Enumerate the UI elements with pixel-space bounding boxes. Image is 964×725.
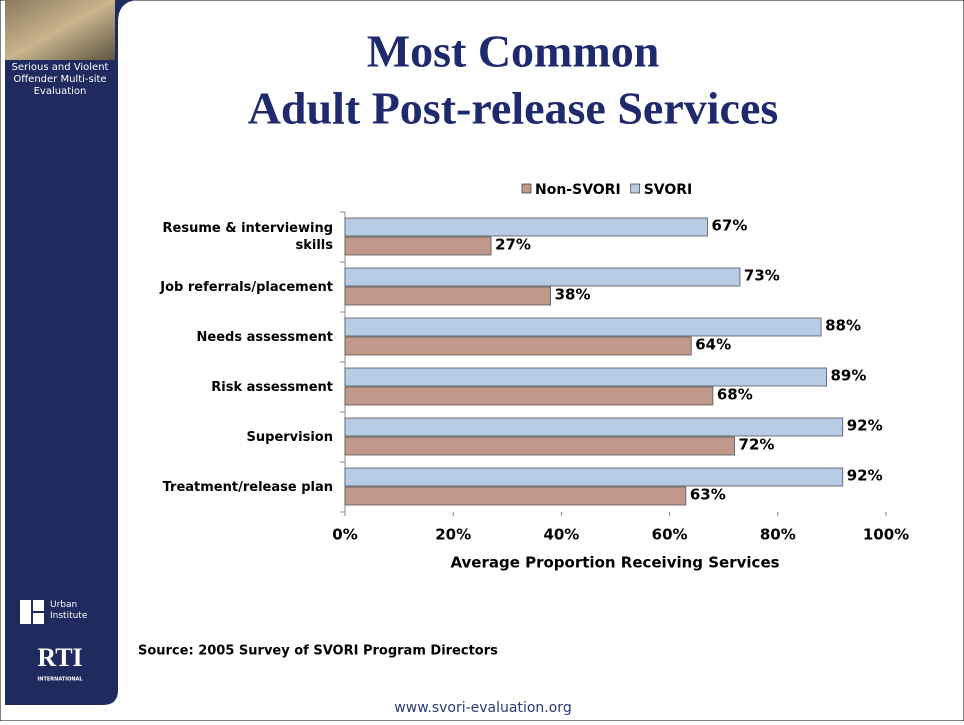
rti-logo: RTI	[37, 643, 82, 672]
bar	[344, 467, 844, 487]
x-tick-label: 80%	[760, 526, 796, 544]
category-label-box: Needs assessment	[196, 329, 333, 345]
category-label: Treatment/release plan	[162, 479, 333, 495]
source: Source: 2005 Survey of SVORI Program Dir…	[138, 644, 498, 659]
bar	[344, 217, 708, 237]
x-axis-label: Average Proportion Receiving Services	[450, 554, 779, 572]
value-label: 63%	[690, 486, 726, 504]
x-tick-label: 20%	[435, 526, 471, 544]
legend-swatch	[630, 183, 641, 194]
bar	[344, 436, 735, 456]
category-label-box: Treatment/release plan	[162, 479, 333, 495]
category-label-box: Job referrals/placement	[160, 279, 333, 295]
category-label-box: Risk assessment	[211, 379, 333, 395]
value-label: 92%	[847, 467, 883, 485]
value-label: 92%	[847, 417, 883, 435]
value-label: 89%	[830, 367, 866, 385]
bar	[344, 317, 822, 337]
value-label: 72%	[739, 436, 775, 454]
value-label: 67%	[711, 217, 747, 235]
title-line: Most Common	[367, 26, 660, 77]
urban-logo	[20, 600, 44, 624]
bar	[344, 267, 741, 287]
category-label: Supervision	[246, 429, 333, 445]
category-label: Job referrals/placement	[160, 279, 333, 295]
urban-text: Urban Institute	[50, 600, 88, 621]
project-box: Serious and Violent Offender Multi-site …	[11, 62, 109, 97]
x-tick-label: 100%	[863, 526, 909, 544]
category-label: Risk assessment	[211, 379, 333, 395]
value-label: 73%	[744, 267, 780, 285]
title-line: Adult Post-release Services	[248, 83, 779, 134]
bar	[344, 417, 844, 437]
value-label: 27%	[495, 236, 531, 254]
legend-label: SVORI	[644, 182, 693, 198]
category-label: Resume & interviewing skills	[162, 221, 334, 253]
legend-swatch	[521, 183, 532, 194]
sidebar-photo	[5, 0, 115, 60]
footer-url: www.svori-evaluation.org	[394, 700, 571, 716]
bar	[344, 386, 714, 406]
value-label: 88%	[825, 317, 861, 335]
value-label: 38%	[555, 286, 591, 304]
x-tick-label: 60%	[652, 526, 688, 544]
legend-label: Non-SVORI	[535, 182, 621, 198]
value-label: 64%	[695, 336, 731, 354]
sidebar	[5, 0, 118, 705]
value-label: 68%	[717, 386, 753, 404]
project-name: Serious and Violent Offender Multi-site …	[11, 62, 109, 97]
x-tick-label: 40%	[543, 526, 579, 544]
bar	[344, 236, 492, 256]
bar	[344, 336, 692, 356]
x-tick-label: 0%	[332, 526, 357, 544]
bar	[344, 286, 551, 306]
category-label: Needs assessment	[196, 329, 333, 345]
bar	[344, 367, 827, 387]
corner	[118, 0, 140, 22]
category-label-box: Resume & interviewing skills	[162, 221, 334, 253]
rti-sub: INTERNATIONAL	[37, 677, 83, 683]
urban-text-box: Urban Institute	[50, 600, 88, 621]
bar	[344, 486, 687, 506]
category-label-box: Supervision	[246, 429, 333, 445]
